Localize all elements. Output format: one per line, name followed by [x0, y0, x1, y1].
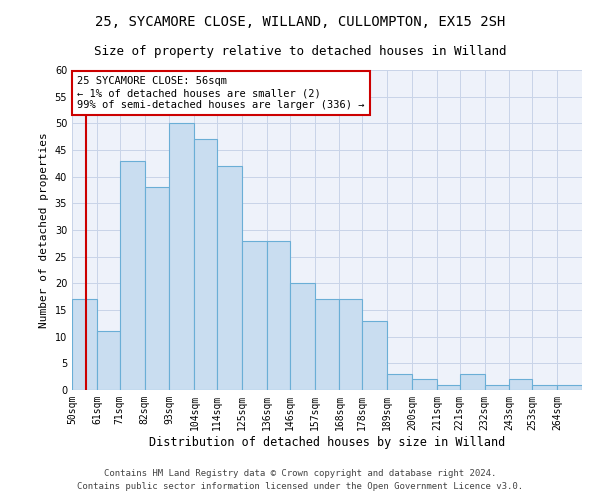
Bar	[340, 300, 362, 390]
Bar	[532, 384, 557, 390]
Text: 25 SYCAMORE CLOSE: 56sqm
← 1% of detached houses are smaller (2)
99% of semi-det: 25 SYCAMORE CLOSE: 56sqm ← 1% of detache…	[77, 76, 365, 110]
Text: 25, SYCAMORE CLOSE, WILLAND, CULLOMPTON, EX15 2SH: 25, SYCAMORE CLOSE, WILLAND, CULLOMPTON,…	[95, 15, 505, 29]
Bar	[97, 332, 119, 390]
Bar	[437, 384, 460, 390]
Text: Size of property relative to detached houses in Willand: Size of property relative to detached ho…	[94, 45, 506, 58]
Bar	[217, 166, 242, 390]
Text: Contains public sector information licensed under the Open Government Licence v3: Contains public sector information licen…	[77, 482, 523, 491]
Bar	[387, 374, 412, 390]
Bar	[242, 240, 267, 390]
Bar	[145, 188, 169, 390]
Bar	[362, 320, 387, 390]
Bar	[485, 384, 509, 390]
Text: Contains HM Land Registry data © Crown copyright and database right 2024.: Contains HM Land Registry data © Crown c…	[104, 468, 496, 477]
Bar	[169, 124, 194, 390]
Bar	[509, 380, 532, 390]
Bar	[557, 384, 582, 390]
X-axis label: Distribution of detached houses by size in Willand: Distribution of detached houses by size …	[149, 436, 505, 448]
Bar	[72, 300, 97, 390]
Bar	[194, 140, 217, 390]
Bar	[412, 380, 437, 390]
Bar	[267, 240, 290, 390]
Y-axis label: Number of detached properties: Number of detached properties	[39, 132, 49, 328]
Bar	[460, 374, 485, 390]
Bar	[119, 160, 145, 390]
Bar	[314, 300, 340, 390]
Bar	[290, 284, 314, 390]
